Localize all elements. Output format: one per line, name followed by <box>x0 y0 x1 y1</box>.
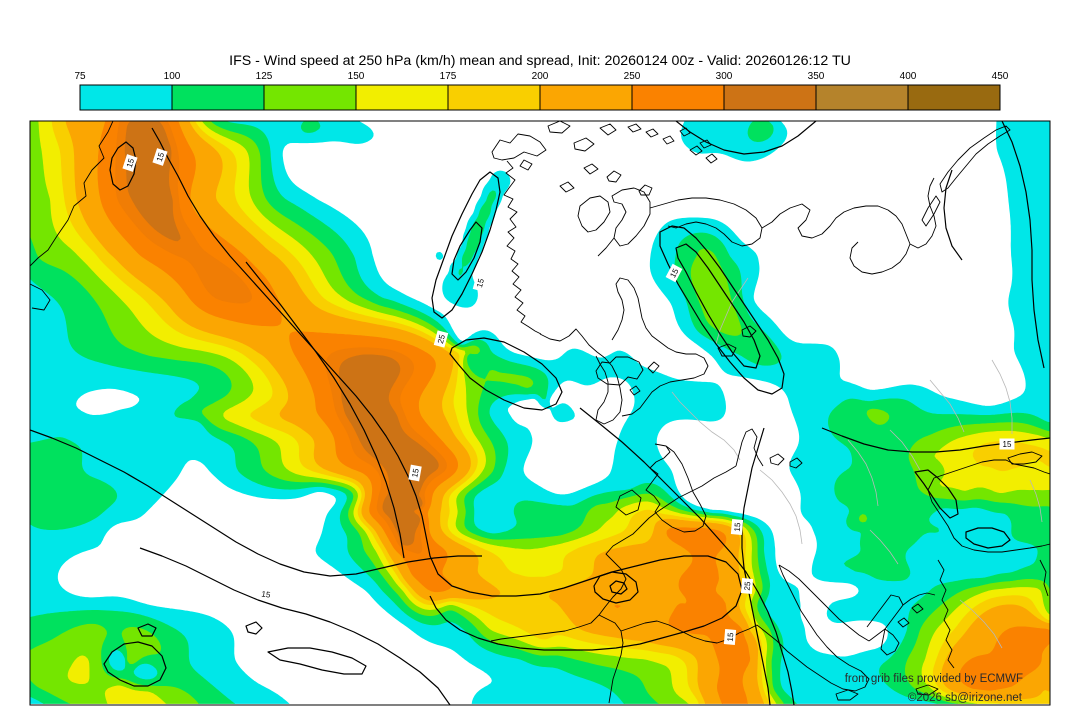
svg-text:15: 15 <box>475 277 486 288</box>
svg-text:350: 350 <box>808 71 825 82</box>
svg-text:200: 200 <box>532 71 549 82</box>
svg-text:100: 100 <box>164 71 181 82</box>
svg-text:150: 150 <box>348 71 365 82</box>
svg-text:125: 125 <box>256 71 273 82</box>
svg-text:25: 25 <box>436 333 447 344</box>
svg-text:15: 15 <box>726 632 736 642</box>
svg-text:©2026 sb@irizone.net: ©2026 sb@irizone.net <box>908 692 1023 704</box>
svg-text:IFS - Wind speed at 250 hPa (k: IFS - Wind speed at 250 hPa (km/h) mean … <box>229 53 851 69</box>
svg-text:from grib files provided by EC: from grib files provided by ECMWF <box>845 673 1023 685</box>
svg-text:15: 15 <box>410 467 421 478</box>
svg-text:450: 450 <box>992 71 1009 82</box>
svg-text:300: 300 <box>716 71 733 82</box>
svg-text:15: 15 <box>1003 440 1012 449</box>
svg-text:15: 15 <box>733 522 743 532</box>
svg-text:25: 25 <box>743 581 753 591</box>
svg-text:15: 15 <box>261 589 272 599</box>
svg-text:15: 15 <box>155 151 166 163</box>
svg-text:15: 15 <box>125 157 136 169</box>
svg-text:400: 400 <box>900 71 917 82</box>
svg-text:250: 250 <box>624 71 641 82</box>
svg-text:75: 75 <box>74 71 86 82</box>
svg-text:175: 175 <box>440 71 457 82</box>
